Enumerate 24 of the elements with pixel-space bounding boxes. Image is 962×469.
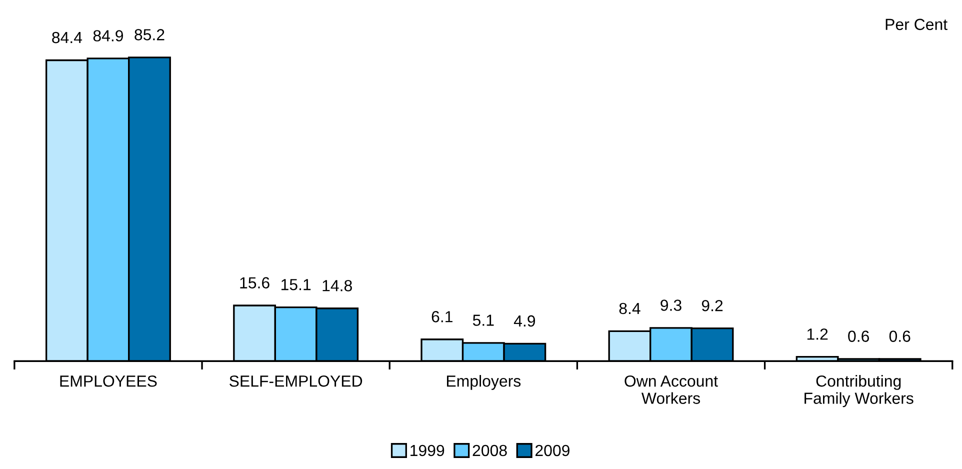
x-tick-label: Employers — [446, 375, 521, 390]
y-axis-title: Per Cent — [886, 18, 948, 30]
data-label: 4.9 — [514, 315, 536, 327]
x-tick-label: Contributing Family Workers — [804, 375, 914, 408]
data-label: 84.4 — [52, 32, 82, 44]
legend-label: 1999 — [410, 444, 444, 456]
data-label: 9.3 — [660, 300, 682, 311]
data-label: 84.9 — [93, 30, 124, 42]
data-label: 14.8 — [322, 280, 352, 292]
data-label: 1.2 — [807, 328, 828, 340]
data-label: 0.6 — [889, 330, 910, 342]
x-tick-label: EMPLOYEES — [60, 375, 157, 387]
data-label: 9.2 — [702, 300, 723, 312]
data-label: 15.6 — [240, 277, 270, 288]
data-label: 8.4 — [619, 302, 640, 314]
data-label: 0.6 — [848, 330, 869, 342]
x-tick-label: Own Account Workers — [624, 375, 718, 404]
data-label: 15.1 — [281, 279, 311, 290]
legend-label: 2009 — [536, 444, 570, 456]
data-label: 85.2 — [134, 29, 164, 40]
x-tick-label: SELF-EMPLOYED — [230, 375, 362, 387]
data-label: 5.1 — [472, 314, 494, 326]
legend-label: 2008 — [472, 444, 507, 456]
data-label: 6.1 — [432, 311, 452, 322]
